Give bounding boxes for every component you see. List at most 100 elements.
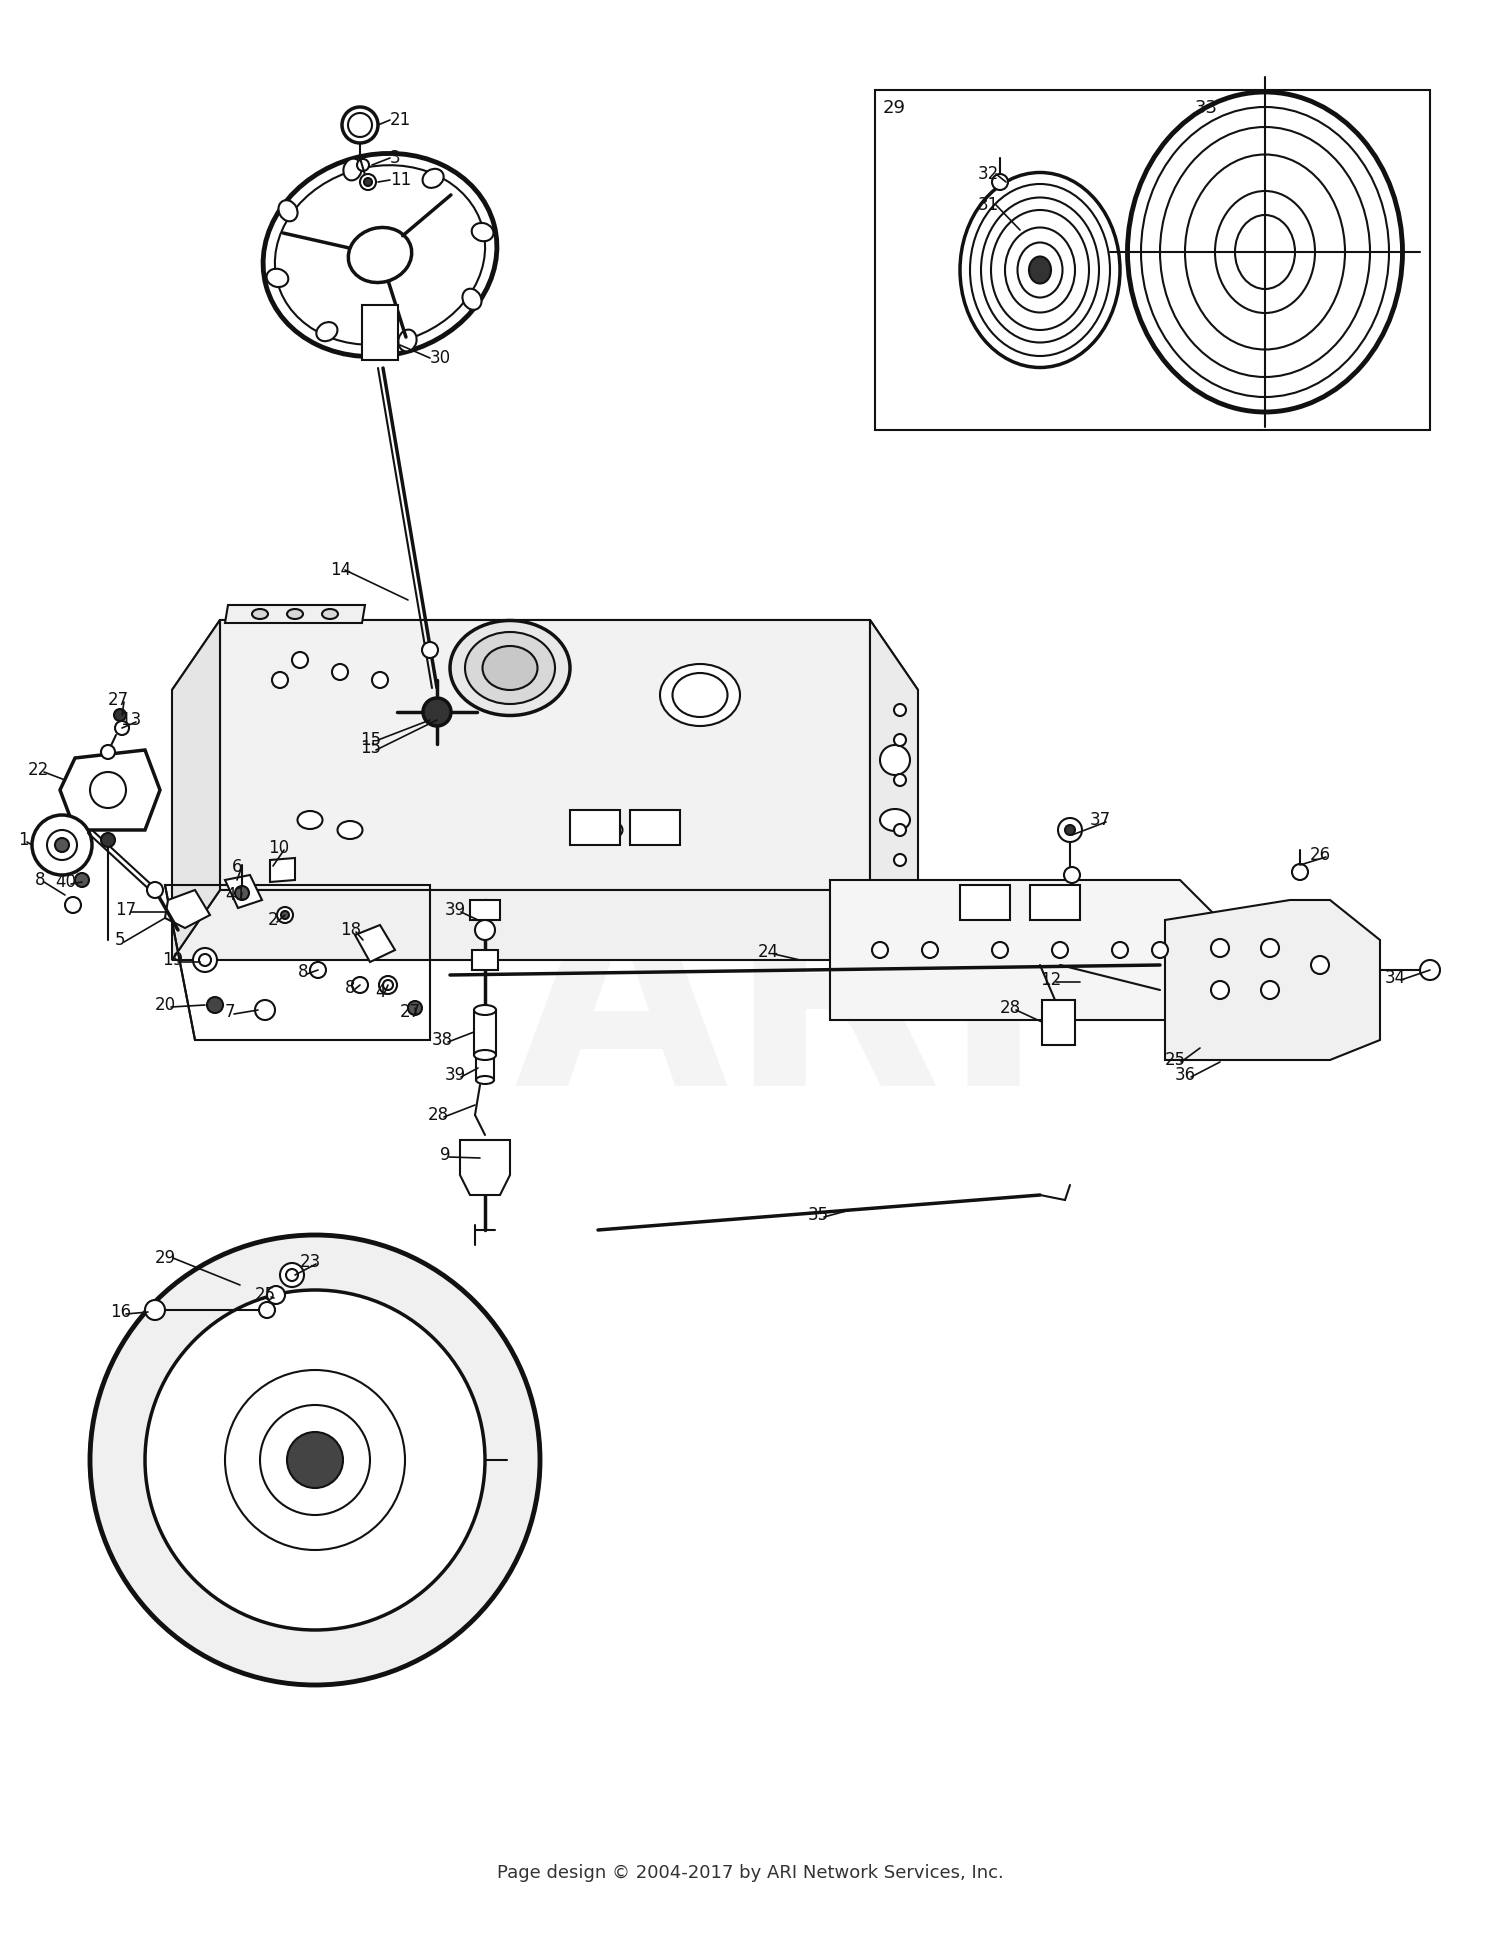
Text: 35: 35 (808, 1205, 830, 1225)
Text: 15: 15 (360, 740, 381, 757)
Polygon shape (225, 606, 364, 623)
Circle shape (894, 854, 906, 866)
Text: 11: 11 (390, 171, 411, 188)
Circle shape (992, 941, 1008, 959)
Ellipse shape (960, 173, 1120, 367)
Polygon shape (270, 858, 296, 881)
Ellipse shape (471, 223, 494, 241)
Ellipse shape (1234, 215, 1294, 289)
Circle shape (225, 1370, 405, 1551)
Circle shape (1311, 957, 1329, 974)
Circle shape (1112, 941, 1128, 959)
Circle shape (422, 642, 438, 658)
Text: 2: 2 (268, 910, 279, 930)
Circle shape (1210, 980, 1228, 1000)
Text: 4: 4 (375, 982, 386, 1002)
Circle shape (286, 1432, 344, 1489)
Circle shape (147, 881, 164, 899)
Circle shape (1152, 941, 1168, 959)
Circle shape (267, 1287, 285, 1304)
Text: 20: 20 (154, 996, 176, 1013)
Circle shape (1065, 825, 1076, 835)
Ellipse shape (474, 1050, 496, 1060)
Polygon shape (960, 885, 1010, 920)
Circle shape (75, 873, 88, 887)
Polygon shape (356, 926, 395, 963)
Text: 39: 39 (446, 901, 466, 918)
Polygon shape (165, 891, 210, 928)
Text: 30: 30 (430, 349, 451, 367)
Polygon shape (472, 949, 498, 970)
Circle shape (260, 1302, 274, 1318)
Circle shape (1292, 864, 1308, 879)
Ellipse shape (423, 169, 444, 188)
Text: 25: 25 (255, 1287, 276, 1304)
Polygon shape (874, 89, 1430, 431)
Text: 41: 41 (225, 885, 246, 905)
Circle shape (364, 179, 372, 186)
Ellipse shape (992, 210, 1089, 330)
Ellipse shape (462, 289, 482, 311)
Circle shape (1262, 980, 1280, 1000)
Ellipse shape (344, 159, 362, 181)
Ellipse shape (1005, 227, 1076, 313)
Ellipse shape (597, 821, 622, 839)
Circle shape (207, 998, 224, 1013)
Text: 28: 28 (1000, 1000, 1022, 1017)
Circle shape (894, 774, 906, 786)
Polygon shape (172, 891, 918, 961)
Text: 1: 1 (18, 831, 28, 848)
Text: 27: 27 (108, 691, 129, 708)
Polygon shape (1042, 1000, 1076, 1044)
Ellipse shape (267, 268, 288, 287)
Circle shape (408, 1002, 422, 1015)
Circle shape (292, 652, 308, 668)
Text: 22: 22 (28, 761, 50, 778)
Ellipse shape (1029, 256, 1051, 283)
Text: 16: 16 (110, 1302, 130, 1322)
Circle shape (90, 773, 126, 807)
Circle shape (278, 906, 292, 924)
Circle shape (352, 976, 368, 994)
Circle shape (1210, 939, 1228, 957)
Circle shape (1058, 817, 1082, 842)
Text: 8: 8 (345, 978, 355, 998)
Text: 32: 32 (978, 165, 999, 182)
Circle shape (1420, 961, 1440, 980)
Ellipse shape (1142, 107, 1389, 398)
Circle shape (894, 705, 906, 716)
Circle shape (116, 720, 129, 736)
Polygon shape (570, 809, 620, 844)
Text: 6: 6 (232, 858, 243, 875)
Polygon shape (474, 1009, 496, 1056)
Text: 40: 40 (56, 873, 76, 891)
Circle shape (32, 815, 92, 875)
Text: 33: 33 (1196, 99, 1218, 116)
Polygon shape (1030, 885, 1080, 920)
Polygon shape (460, 1139, 510, 1196)
Circle shape (286, 1269, 298, 1281)
Ellipse shape (297, 811, 322, 829)
Polygon shape (476, 1058, 494, 1079)
Circle shape (146, 1300, 165, 1320)
Circle shape (114, 708, 126, 720)
Ellipse shape (286, 609, 303, 619)
Text: 7: 7 (225, 1003, 236, 1021)
Text: 9: 9 (440, 1145, 450, 1165)
Ellipse shape (348, 227, 411, 283)
Polygon shape (172, 619, 918, 689)
Polygon shape (830, 879, 1260, 1021)
Polygon shape (225, 875, 262, 908)
Text: 29: 29 (884, 99, 906, 116)
Circle shape (100, 833, 116, 846)
Ellipse shape (399, 330, 417, 351)
Polygon shape (1166, 901, 1380, 1060)
Circle shape (871, 941, 888, 959)
Text: 36: 36 (1174, 1066, 1196, 1083)
Text: 29: 29 (154, 1248, 176, 1267)
Text: 18: 18 (340, 920, 362, 939)
Text: 13: 13 (120, 710, 141, 730)
Text: 10: 10 (268, 839, 290, 858)
Ellipse shape (274, 165, 484, 345)
Circle shape (348, 113, 372, 138)
